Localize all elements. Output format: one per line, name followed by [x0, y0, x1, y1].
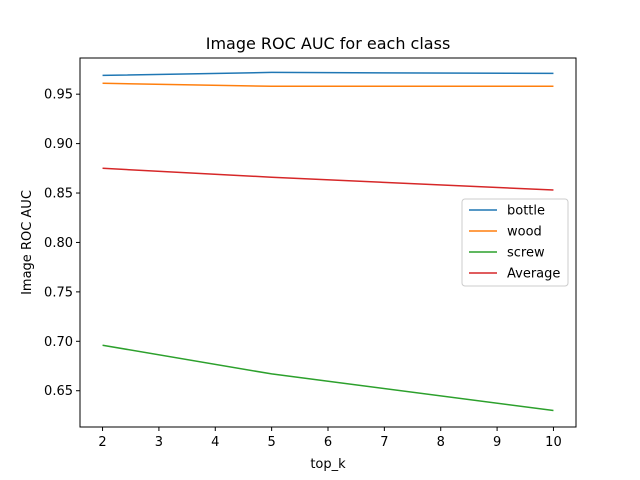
y-tick-label: 0.90 [44, 137, 73, 152]
y-axis-ticks: 0.65 0.70 0.75 0.80 0.85 0.90 0.95 [44, 88, 80, 399]
legend-label-screw: screw [507, 246, 545, 261]
series-line-screw [102, 344, 554, 412]
x-tick-label: 5 [267, 435, 275, 450]
series-line-bottle [102, 71, 554, 77]
y-tick-label: 0.65 [44, 384, 73, 399]
x-tick-label: 6 [324, 435, 332, 450]
y-tick-label: 0.75 [44, 285, 73, 300]
plot-lines [102, 71, 554, 412]
chart-title: Image ROC AUC for each class [206, 34, 451, 53]
legend-label-bottle: bottle [507, 204, 545, 219]
legend-label-wood: wood [507, 225, 542, 240]
x-axis-ticks: 2 3 4 5 6 7 8 9 10 [98, 427, 562, 450]
y-axis-label: Image ROC AUC [20, 190, 35, 295]
legend-label-average: Average [507, 267, 560, 282]
series-line-average [102, 167, 554, 191]
x-axis-label: top_k [310, 457, 346, 472]
y-tick-label: 0.95 [44, 88, 73, 103]
x-tick-label: 7 [380, 435, 388, 450]
legend: bottle wood screw Average [461, 198, 569, 287]
x-tick-label: 4 [211, 435, 219, 450]
y-tick-label: 0.70 [44, 335, 73, 350]
x-tick-label: 10 [545, 435, 562, 450]
legend-box [461, 198, 569, 287]
y-tick-label: 0.80 [44, 236, 73, 251]
x-tick-label: 9 [493, 435, 501, 450]
x-tick-label: 2 [98, 435, 106, 450]
x-tick-label: 3 [155, 435, 163, 450]
series-line-wood [102, 82, 554, 88]
x-tick-label: 8 [437, 435, 445, 450]
y-tick-label: 0.85 [44, 187, 73, 202]
